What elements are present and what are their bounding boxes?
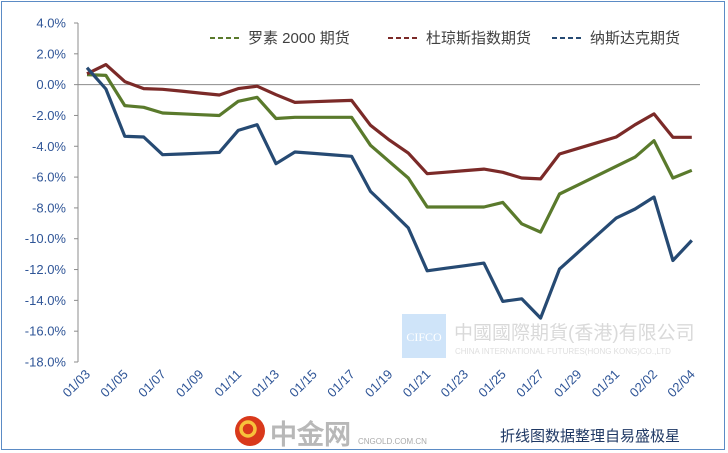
x-tick-label: 01/27 — [513, 367, 547, 401]
x-tick-label: 01/15 — [286, 367, 320, 401]
series-line-0 — [86, 73, 693, 234]
x-tick-label: 01/09 — [173, 367, 207, 401]
x-tick-label: 01/11 — [211, 367, 244, 400]
cngold-logo-swirl — [239, 420, 257, 438]
series-line-1 — [86, 62, 692, 181]
cngold-watermark: 中金网 CNGOLD.COM.CN — [235, 416, 427, 450]
cifco-company-name-en: CHINA INTERNATIONAL FUTURES(HONG KONG)CO… — [455, 347, 671, 356]
x-tick-label: 01/25 — [475, 367, 509, 401]
x-tick-label: 01/21 — [400, 367, 434, 401]
footer-note: 折线图数据整理自易盛极星 — [500, 428, 680, 445]
cifco-logo-text: CIFCO — [406, 330, 442, 344]
x-tick-label: 01/23 — [438, 367, 472, 401]
legend-label-2: 纳斯达克期货 — [590, 30, 680, 47]
x-tick-label: 01/29 — [551, 367, 585, 401]
x-axis-labels: 01/03 01/05 01/07 01/09 01/11 01/13 01/15 01/17… — [60, 367, 698, 401]
legend: 罗素 2000 期货 杜琼斯指数期货 纳斯达克期货 — [210, 30, 680, 47]
y-tick-label: 4.0% — [36, 16, 66, 31]
series-lines — [85, 62, 693, 320]
y-tick-label: 2.0% — [36, 46, 66, 61]
legend-label-0: 罗素 2000 期货 — [248, 30, 350, 47]
y-tick-label: -4.0% — [32, 139, 66, 154]
axes: 4.0% 2.0% 0.0% -2.0% -4.0% -6.0% -8.0% -10.0% -1… — [25, 16, 700, 370]
cngold-url: CNGOLD.COM.CN — [358, 437, 427, 446]
x-tick-label: 01/17 — [324, 367, 358, 401]
series-line-2 — [85, 66, 693, 320]
x-tick-label: 01/19 — [362, 367, 396, 401]
y-tick-label: -18.0% — [25, 355, 67, 370]
cifco-company-name: 中國國際期貨(香港)有限公司 — [454, 322, 695, 344]
x-tick-label: 01/07 — [135, 367, 169, 401]
x-tick-label: 02/04 — [664, 367, 698, 401]
y-tick-label: -8.0% — [32, 200, 66, 215]
cifco-watermark: CIFCO 中國國際期貨(香港)有限公司 CHINA INTERNATIONAL… — [402, 314, 695, 358]
y-tick-label: 0.0% — [36, 77, 66, 92]
legend-label-1: 杜琼斯指数期货 — [426, 30, 531, 47]
y-tick-label: -2.0% — [32, 108, 66, 123]
y-tick-label: -16.0% — [25, 324, 67, 339]
x-tick-label: 02/02 — [627, 367, 661, 401]
y-tick-label: -14.0% — [25, 293, 67, 308]
y-tick-label: -12.0% — [25, 262, 67, 277]
x-tick-label: 01/13 — [249, 367, 283, 401]
cifco-logo-box — [402, 314, 446, 358]
x-tick-label: 01/03 — [60, 367, 94, 401]
cngold-logo-text: 中金网 — [270, 419, 351, 450]
y-tick-label: -6.0% — [32, 170, 66, 185]
y-tick-label: -10.0% — [25, 231, 67, 246]
x-tick-label: 01/31 — [589, 367, 623, 401]
x-tick-label: 01/05 — [97, 367, 131, 401]
